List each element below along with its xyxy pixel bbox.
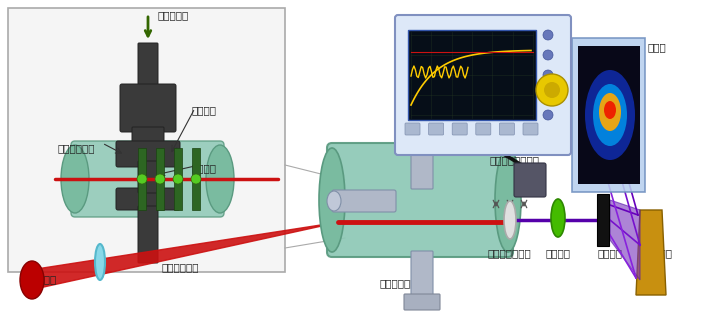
Circle shape: [543, 50, 553, 60]
Ellipse shape: [206, 145, 234, 213]
Ellipse shape: [495, 148, 521, 252]
FancyBboxPatch shape: [120, 84, 176, 132]
Text: ガスボンベ: ガスボンベ: [158, 10, 190, 20]
Ellipse shape: [327, 191, 341, 211]
FancyBboxPatch shape: [404, 294, 440, 310]
Circle shape: [543, 90, 553, 100]
Circle shape: [536, 74, 568, 106]
FancyBboxPatch shape: [411, 129, 433, 189]
FancyBboxPatch shape: [405, 123, 420, 135]
Ellipse shape: [20, 261, 44, 299]
FancyBboxPatch shape: [332, 190, 396, 212]
FancyBboxPatch shape: [116, 188, 180, 210]
Text: スリット: スリット: [598, 248, 623, 258]
FancyBboxPatch shape: [327, 143, 513, 257]
Ellipse shape: [551, 199, 565, 237]
Bar: [597, 194, 609, 246]
Bar: [174, 148, 182, 210]
Ellipse shape: [604, 101, 616, 119]
Bar: [192, 148, 200, 210]
Circle shape: [543, 70, 553, 80]
Circle shape: [173, 174, 183, 184]
Bar: [408, 30, 536, 120]
Ellipse shape: [61, 145, 89, 213]
Polygon shape: [610, 200, 640, 280]
Text: 第１セル: 第１セル: [192, 163, 217, 173]
FancyBboxPatch shape: [395, 15, 571, 155]
Text: バルスバルブ: バルスバルブ: [58, 143, 96, 153]
Text: サンプル: サンプル: [545, 248, 570, 258]
FancyBboxPatch shape: [116, 141, 180, 167]
Bar: [8, 8, 285, 272]
Polygon shape: [636, 210, 666, 295]
Circle shape: [543, 30, 553, 40]
Text: 集光レンズ: 集光レンズ: [25, 274, 56, 284]
Bar: [156, 148, 164, 210]
FancyBboxPatch shape: [411, 251, 433, 301]
Text: 高圧ガスセル: 高圧ガスセル: [380, 278, 417, 288]
Text: オシロスコープ: オシロスコープ: [438, 12, 482, 22]
FancyBboxPatch shape: [452, 123, 467, 135]
Circle shape: [155, 174, 165, 184]
Text: 第２セル: 第２セル: [192, 105, 217, 115]
Ellipse shape: [599, 93, 621, 131]
Circle shape: [544, 82, 560, 98]
FancyBboxPatch shape: [132, 127, 164, 145]
Ellipse shape: [585, 70, 635, 160]
Text: 回折格子: 回折格子: [648, 248, 673, 258]
Text: 金属フィルター: 金属フィルター: [488, 248, 532, 258]
Polygon shape: [30, 222, 340, 290]
Polygon shape: [572, 38, 645, 192]
Text: 検出器: 検出器: [648, 42, 667, 52]
Ellipse shape: [319, 148, 345, 252]
Circle shape: [543, 110, 553, 120]
FancyBboxPatch shape: [429, 123, 444, 135]
Text: 真空ポンプへ: 真空ポンプへ: [162, 262, 200, 272]
FancyBboxPatch shape: [499, 123, 515, 135]
FancyBboxPatch shape: [476, 123, 491, 135]
Bar: [138, 148, 146, 210]
FancyBboxPatch shape: [71, 141, 224, 217]
Bar: [578, 46, 640, 184]
Ellipse shape: [593, 84, 627, 146]
FancyBboxPatch shape: [405, 114, 439, 134]
FancyBboxPatch shape: [138, 43, 158, 93]
Ellipse shape: [95, 244, 105, 280]
FancyBboxPatch shape: [138, 161, 158, 193]
FancyBboxPatch shape: [514, 163, 546, 197]
Circle shape: [137, 174, 147, 184]
Ellipse shape: [409, 124, 435, 136]
FancyBboxPatch shape: [523, 123, 538, 135]
Ellipse shape: [504, 201, 516, 239]
FancyBboxPatch shape: [138, 206, 158, 263]
Text: フォトダイオード: フォトダイオード: [490, 155, 540, 165]
Circle shape: [191, 174, 201, 184]
